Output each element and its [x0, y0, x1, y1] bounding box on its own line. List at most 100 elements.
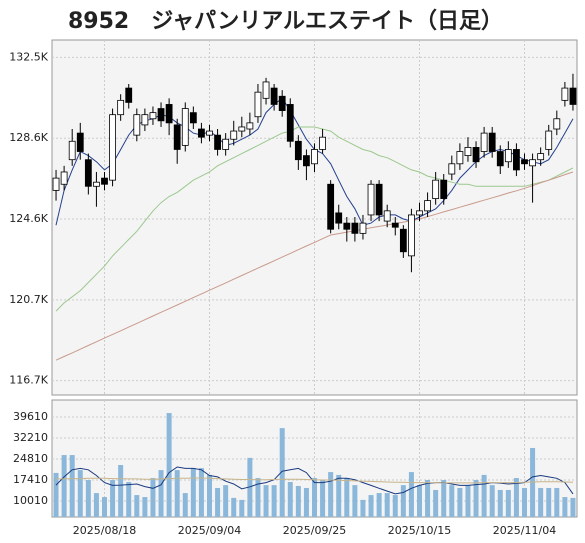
candle-body — [472, 147, 480, 163]
volume-bar — [247, 457, 253, 517]
candle-body — [335, 212, 343, 224]
volume-bar — [215, 487, 221, 517]
volume-bar — [77, 470, 83, 517]
x-tick-label: 2025/09/25 — [283, 524, 346, 537]
volume-bar — [522, 487, 527, 517]
volume-bar — [546, 487, 552, 517]
candle-body — [399, 228, 407, 253]
volume-bar — [166, 413, 172, 517]
volume-bar — [441, 480, 447, 517]
volume-bar — [408, 472, 414, 517]
candle-body — [262, 81, 270, 99]
candle-body — [569, 87, 577, 105]
ma-line — [55, 126, 574, 312]
volume-bar — [433, 489, 439, 517]
candle-body — [513, 149, 520, 171]
candle-body — [109, 114, 116, 181]
candle-body — [391, 222, 399, 228]
volume-bar — [368, 495, 374, 517]
candle-body — [133, 114, 141, 136]
volume-bar — [465, 485, 471, 517]
candle-body — [294, 140, 302, 161]
volume-bar — [263, 485, 269, 517]
volume-bar — [53, 472, 59, 517]
candle-body — [561, 87, 569, 101]
volume-bar — [505, 489, 511, 517]
x-tick-label: 2025/10/15 — [388, 524, 451, 537]
candle-body — [84, 159, 92, 187]
volume-bar — [239, 499, 245, 517]
volume-bar — [376, 493, 382, 517]
candle-body — [246, 122, 254, 130]
y-tick-label: 120.7K — [9, 293, 48, 306]
volume-bar — [417, 485, 422, 517]
candle-body — [553, 118, 561, 130]
volume-bar — [457, 487, 463, 517]
candle-body — [529, 159, 536, 167]
volume-bar — [473, 480, 479, 517]
candle-body — [383, 210, 391, 222]
volume-bar — [198, 468, 204, 517]
candle-body — [238, 126, 246, 132]
volume-bar — [360, 499, 366, 517]
volume-bar — [489, 485, 495, 517]
candle-body — [456, 151, 464, 165]
candle-body — [278, 95, 286, 111]
candle-body — [367, 183, 375, 216]
x-tick-label: 2025/09/04 — [178, 524, 241, 537]
volume-bar — [207, 474, 212, 517]
candle-body — [432, 179, 440, 199]
candle-body — [496, 151, 504, 167]
candle-body — [206, 130, 213, 136]
candle-body — [416, 210, 423, 216]
candle-body — [545, 130, 553, 150]
volume-bar — [287, 482, 293, 517]
ma-line — [55, 171, 574, 361]
candle-body — [488, 132, 496, 152]
candle-body — [149, 112, 157, 120]
volume-bar — [328, 472, 334, 517]
candle-body — [424, 200, 431, 212]
volume-bar — [320, 480, 326, 517]
candle-body — [448, 163, 456, 175]
volume-bar — [150, 478, 156, 517]
candle-body — [141, 114, 149, 126]
candle-body — [60, 171, 68, 185]
volume-bar — [158, 470, 164, 517]
volume-bar — [93, 493, 99, 517]
y-tick-label: 132.5K — [9, 50, 48, 63]
candle-body — [537, 153, 545, 161]
candle-body — [165, 104, 173, 124]
volume-bar — [255, 478, 261, 517]
volume-bar — [400, 485, 406, 517]
volume-bar — [85, 480, 91, 517]
ma-line — [55, 466, 574, 495]
volume-bar — [513, 478, 519, 517]
y-tick-label: 10010 — [13, 494, 48, 507]
candle-body — [521, 159, 528, 165]
candle-body — [286, 104, 294, 142]
candle-body — [464, 147, 472, 157]
x-tick-label: 2025/08/18 — [73, 524, 136, 537]
chart-title: 8952 ジャパンリアルエステイト（日足） — [68, 9, 503, 34]
volume-bar — [118, 464, 124, 517]
volume-bar — [392, 495, 398, 517]
candle-body — [480, 132, 488, 152]
volume-bar — [336, 474, 342, 517]
volume-bar — [110, 480, 116, 517]
candle-body — [222, 138, 230, 150]
volume-bar — [562, 497, 568, 517]
volume-bar — [182, 493, 188, 517]
volume-bar — [142, 497, 148, 517]
candle-body — [351, 222, 359, 234]
volume-bar — [295, 485, 301, 517]
x-tick-label: 2025/11/04 — [493, 524, 556, 537]
candle-body — [125, 87, 133, 103]
volume-bar — [279, 428, 285, 517]
volume-bar — [449, 485, 455, 517]
candle-body — [198, 128, 205, 138]
volume-bar — [190, 468, 196, 517]
y-tick-label: 39610 — [13, 410, 48, 423]
volume-bar — [126, 482, 132, 517]
